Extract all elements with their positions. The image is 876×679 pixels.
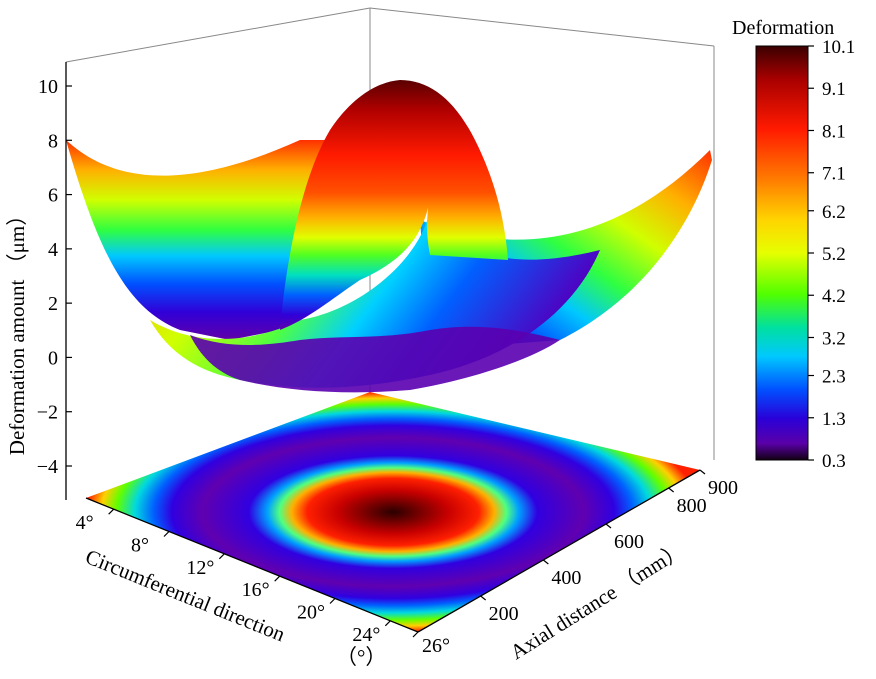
x-tick-mark <box>412 631 419 638</box>
x-tick-label: 26° <box>422 635 450 657</box>
y-tick-label: 800 <box>677 495 707 517</box>
colorbar-tick-label: 6.2 <box>822 202 846 223</box>
colorbar-tick-label: 0.3 <box>822 451 846 472</box>
y-tick-label: 600 <box>614 531 644 553</box>
y-tick-label: 900 <box>708 477 738 499</box>
x-tick-mark <box>274 575 281 582</box>
floor-contour-map <box>86 392 700 632</box>
colorbar-gradient <box>755 45 809 461</box>
colorbar-tick-label: 10.1 <box>822 37 855 58</box>
z-tick-label: 6 <box>48 185 58 207</box>
colorbar-tick-label: 8.1 <box>822 121 846 142</box>
z-tick-label: 0 <box>48 347 58 369</box>
y-tick-mark <box>699 469 706 475</box>
x-axis-unit: （°） <box>336 645 386 669</box>
surface-bottom-edge <box>190 326 560 393</box>
x-tick-label: 20° <box>297 602 325 624</box>
y-tick-mark <box>668 487 675 493</box>
y-tick-mark <box>480 595 487 601</box>
z-tick-label: −2 <box>37 402 58 424</box>
x-tick-label: 12° <box>186 557 214 579</box>
surface-bowl-left <box>66 140 330 340</box>
z-tick-label: −4 <box>37 456 58 478</box>
x-tick-mark <box>218 553 225 560</box>
z-tick-label: 8 <box>48 130 58 152</box>
y-tick-mark <box>605 523 612 529</box>
colorbar-tick-label: 1.3 <box>822 409 846 430</box>
z-tick-label: 10 <box>38 76 58 98</box>
x-tick-label: 24° <box>352 624 380 646</box>
x-tick-mark <box>163 531 170 537</box>
x-tick-mark <box>108 508 115 515</box>
colorbar-tick-label: 4.2 <box>822 286 846 307</box>
surface <box>66 80 712 393</box>
y-tick-label: 400 <box>551 567 581 589</box>
colorbar-title: Deformation <box>732 17 834 39</box>
x-tick-label: 16° <box>242 579 270 601</box>
x-tick-mark <box>329 598 336 604</box>
colorbar-tick-label: 2.3 <box>822 367 846 388</box>
x-tick-label: 4° <box>76 512 94 534</box>
z-axis-label: Deformation amount （μm） <box>5 205 29 455</box>
z-tick-label: 4 <box>48 239 58 261</box>
surface-peak <box>280 80 508 330</box>
x-tick-mark <box>384 620 391 627</box>
y-tick-label: 200 <box>489 603 519 625</box>
colorbar-tick-label: 3.2 <box>822 328 846 349</box>
colorbar-tick-label: 5.2 <box>822 244 846 265</box>
z-axis: 10 8 6 4 2 0 −2 −4 Deformation amount （μm） <box>5 62 72 500</box>
colorbar-tick-label: 9.1 <box>822 79 846 100</box>
x-tick-label: 8° <box>131 535 149 557</box>
z-tick-label: 2 <box>48 293 58 315</box>
y-tick-mark <box>542 559 549 565</box>
colorbar: Deformation 10.1 9.1 8.1 7.1 6.2 5.2 4.2 3.2 2.3… <box>732 17 855 472</box>
colorbar-tick-label: 7.1 <box>822 164 846 185</box>
